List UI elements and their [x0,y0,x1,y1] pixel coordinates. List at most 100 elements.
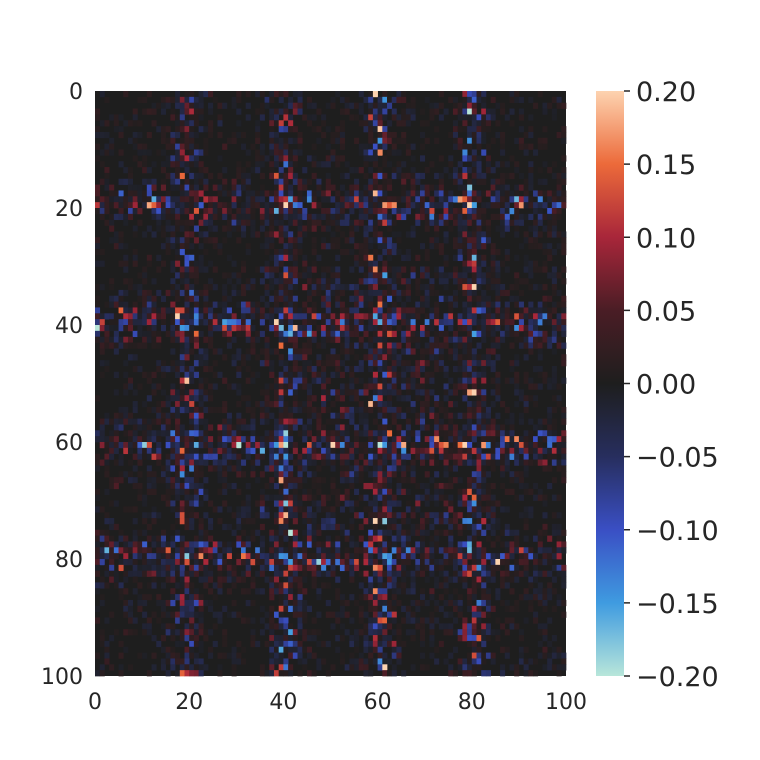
heatmap-cell [264,436,270,443]
heatmap-cell [363,126,369,133]
heatmap-cell [457,342,463,349]
heatmap-cell [514,570,520,577]
heatmap-cell [339,108,345,115]
heatmap-cell [311,313,317,320]
heatmap-cell [462,553,468,560]
heatmap-cell [95,465,101,472]
heatmap-cell [269,149,275,156]
heatmap-cell [283,307,289,314]
heatmap-cell [316,424,322,431]
heatmap-cell [189,137,195,144]
heatmap-cell [222,523,228,531]
heatmap-cell [123,559,129,566]
heatmap-cell [457,172,463,180]
heatmap-cell [419,348,426,355]
heatmap-cell [514,383,520,390]
heatmap-cell [467,547,473,554]
heatmap-cell [339,395,345,402]
heatmap-cell [509,313,515,320]
heatmap-cell [462,430,468,437]
heatmap-cell [387,488,393,495]
heatmap-cell [297,143,303,150]
heatmap-cell [377,447,383,455]
heatmap-cell [118,213,124,221]
heatmap-cell [278,149,284,156]
heatmap-cell [245,494,251,501]
heatmap-cell [462,564,468,572]
heatmap-cell [245,535,251,542]
heatmap-cell [297,108,303,115]
heatmap-cell [222,447,228,455]
heatmap-cell [330,266,336,273]
heatmap-cell [217,348,223,355]
heatmap-cell [95,313,101,320]
heatmap-cell [387,348,393,355]
heatmap-cell [321,506,327,513]
heatmap-cell [283,178,289,185]
heatmap-cell [236,541,242,548]
heatmap-cell [156,313,162,320]
heatmap-cell [123,576,129,583]
heatmap-cell [424,190,430,197]
heatmap-cell [311,161,317,168]
heatmap-cell [109,342,115,349]
heatmap-cell [278,202,284,209]
heatmap-cell [278,547,284,554]
heatmap-cell [170,114,176,121]
heatmap-cell [104,330,110,338]
heatmap-cell [561,178,567,185]
heatmap-cell [405,389,411,396]
heatmap-cell [109,430,115,437]
heatmap-cell [203,137,209,144]
heatmap-cell [156,336,162,343]
heatmap-cell [151,313,157,320]
heatmap-cell [109,284,115,291]
heatmap-cell [170,564,176,572]
heatmap-cell [429,237,435,244]
heatmap-cell [368,108,374,115]
heatmap-cell [339,506,345,513]
heatmap-cell [467,266,473,273]
heatmap-cell [504,248,510,256]
heatmap-cell [457,114,463,121]
heatmap-cell [250,336,256,343]
heatmap-cell [198,389,204,396]
heatmap-cell [528,202,534,209]
heatmap-cell [127,547,134,554]
heatmap-cell [391,377,397,384]
heatmap-cell [401,477,407,484]
heatmap-cell [208,383,214,390]
heatmap-cell [273,447,280,455]
heatmap-cell [434,500,440,507]
heatmap-cell [269,278,275,285]
heatmap-cell [175,237,181,244]
heatmap-cell [335,272,341,279]
heatmap-cell [504,172,510,180]
heatmap-cell [349,482,355,490]
heatmap-cell [250,313,256,320]
heatmap-cell [264,237,270,244]
heatmap-cell [495,284,501,291]
heatmap-cell [193,143,199,150]
heatmap-cell [410,512,416,519]
heatmap-cell [160,260,166,267]
heatmap-cell [99,576,105,583]
heatmap-cell [401,301,407,308]
heatmap-cell [368,278,374,285]
heatmap-cell [222,289,228,297]
heatmap-cell [382,313,388,320]
heatmap-cell [415,547,421,554]
heatmap-cell [278,284,284,291]
heatmap-cell [241,213,247,221]
heatmap-cell [330,559,336,566]
heatmap-cell [288,570,294,577]
heatmap-cell [288,319,294,326]
heatmap-cell [137,453,143,460]
heatmap-cell [292,547,298,554]
heatmap-cell [514,442,520,449]
heatmap-cell [288,412,294,419]
heatmap-cell [175,436,181,443]
heatmap-cell [415,564,421,572]
heatmap-cell [377,213,383,221]
heatmap-cell [127,196,134,203]
